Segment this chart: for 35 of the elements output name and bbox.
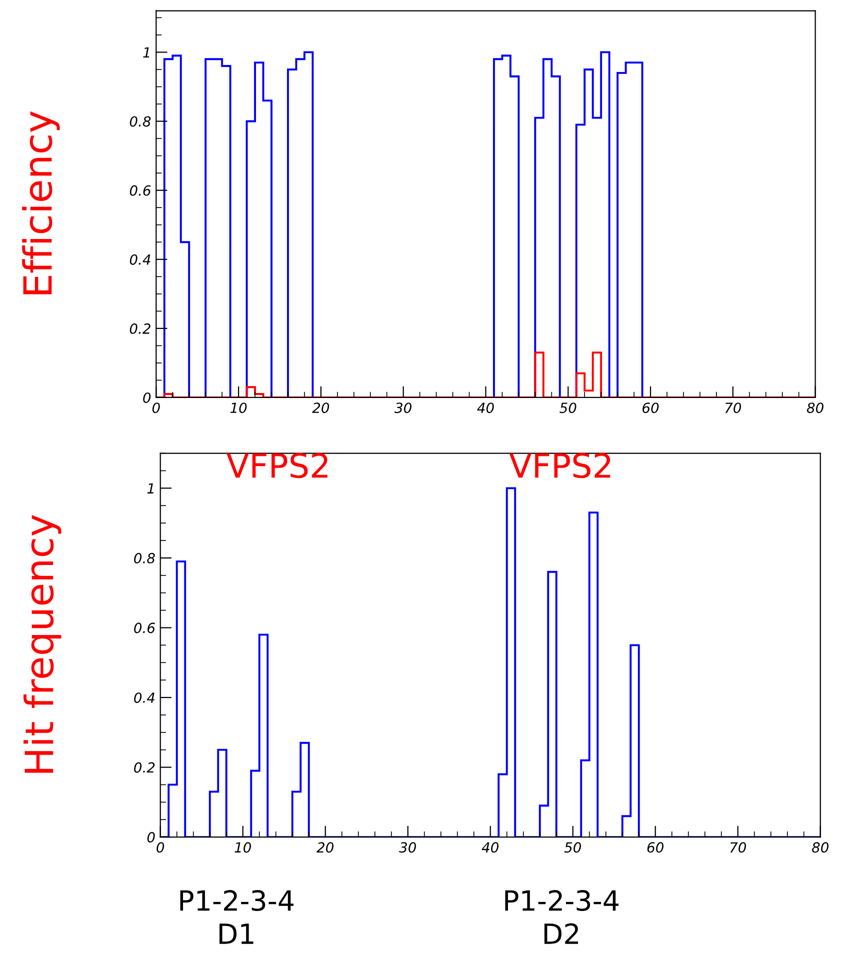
y-tick-label: 0.4 <box>134 692 155 703</box>
x-tick-label: 50 <box>564 842 582 853</box>
x-tick-label: 70 <box>725 402 742 414</box>
x-tick-label: 50 <box>560 402 576 414</box>
text: P1-2-3-4 D2 <box>505 890 618 944</box>
y-tick-label: 0 <box>147 832 155 843</box>
y-tick-label: 0.2 <box>130 323 150 334</box>
x-tick-label: 30 <box>399 842 416 853</box>
x-tick-label: 40 <box>477 402 494 414</box>
y-tick-label: 0 <box>143 392 151 403</box>
text: P1-2-3-4 D1 <box>180 890 294 944</box>
x-tick-label: 20 <box>316 842 334 853</box>
annotation: VFPS2 <box>509 452 610 478</box>
y-axis-title: Efficiency <box>22 111 60 294</box>
y-tick-label: 0.4 <box>130 254 150 265</box>
x-tick-label: 0 <box>156 842 164 853</box>
y-tick-label: 0.6 <box>130 185 151 196</box>
x-tick-label: 70 <box>730 842 746 853</box>
x-tick-label: 30 <box>394 402 412 414</box>
x-tick-label: 60 <box>642 402 659 414</box>
x-tick-label: 60 <box>647 842 664 853</box>
x-tick-label: 40 <box>482 842 498 853</box>
annotation: VFPS2 <box>226 452 328 478</box>
y-tick-label: 1 <box>143 47 150 58</box>
y-tick-label: 0.8 <box>130 116 151 127</box>
x-tick-label: 20 <box>312 402 330 414</box>
x-tick-label: 10 <box>234 842 251 853</box>
y-tick-label: 1 <box>147 483 154 494</box>
y-axis-title: Hit frequency <box>24 514 62 773</box>
x-tick-label: 80 <box>806 402 824 414</box>
y-tick-label: 0.2 <box>134 762 155 773</box>
y-tick-label: 0.8 <box>134 552 155 564</box>
x-tick-label: 80 <box>812 842 829 853</box>
y-tick-label: 0.6 <box>134 622 155 634</box>
x-tick-label: 10 <box>230 402 247 414</box>
